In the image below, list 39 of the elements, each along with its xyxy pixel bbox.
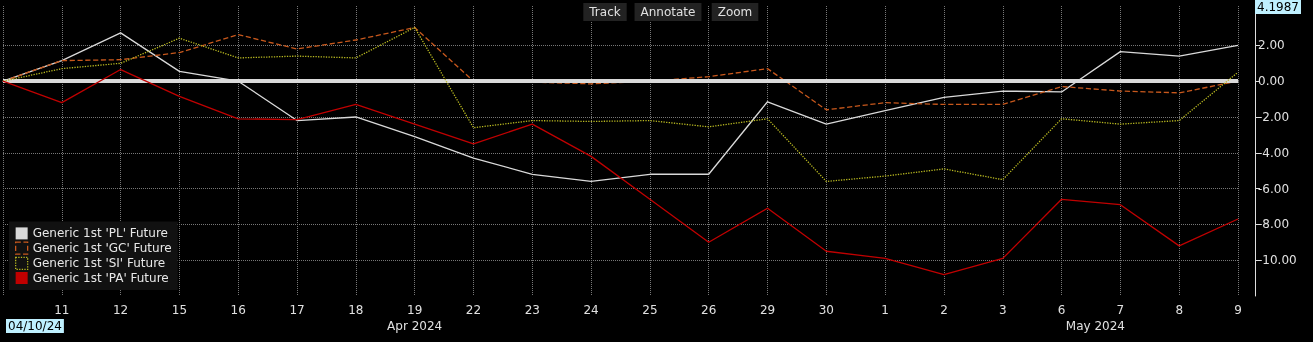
x-tick-label: 1: [881, 303, 889, 317]
x-tick-label: 9: [1234, 303, 1242, 317]
legend-label: Generic 1st 'GC' Future: [32, 241, 172, 256]
y-tick-label: 2.00: [1258, 38, 1285, 53]
x-tick-label: 2: [940, 303, 948, 317]
x-tick-label: 26: [701, 303, 717, 317]
y-tick-label: 0.00: [1258, 74, 1285, 89]
y-tick-label: -10.00: [1258, 253, 1297, 268]
x-tick-label: 29: [759, 303, 776, 317]
legend-label: Generic 1st 'PL' Future: [32, 226, 168, 241]
x-tick-label: 8: [1175, 303, 1184, 317]
x-tick-label: 12: [112, 303, 129, 317]
y-tick-label: -8.00: [1258, 217, 1290, 232]
x-tick-label: 25: [642, 303, 658, 317]
annotation: Track: [588, 5, 621, 19]
x-tick-label: 24: [583, 303, 599, 317]
x-tick-label: 11: [54, 303, 70, 317]
text: 04/10/24: [8, 319, 62, 333]
y-tick-label: -2.00: [1258, 109, 1290, 124]
x-tick-label: 22: [465, 303, 482, 317]
text: 4.1987: [1257, 0, 1299, 14]
x-tick-label: 18: [348, 303, 364, 317]
x-tick-label: 6: [1057, 303, 1066, 317]
annotation: Annotate: [640, 5, 696, 19]
x-tick-label: 7: [1116, 303, 1125, 317]
text: Apr 2024: [387, 319, 443, 333]
legend-label: Generic 1st 'SI' Future: [32, 256, 166, 271]
x-tick-label: 15: [171, 303, 188, 317]
x-tick-label: 30: [818, 303, 834, 317]
y-tick-label: -4.00: [1258, 145, 1290, 160]
x-tick-label: 19: [407, 303, 423, 317]
y-tick-label: -6.00: [1258, 181, 1290, 196]
x-tick-label: 16: [230, 303, 246, 317]
x-tick-label: 3: [998, 303, 1007, 317]
x-tick-label: 17: [289, 303, 305, 317]
text: May 2024: [1065, 319, 1125, 333]
annotation: Zoom: [717, 5, 753, 19]
legend-label: Generic 1st 'PA' Future: [32, 271, 169, 285]
x-tick-label: 23: [524, 303, 540, 317]
